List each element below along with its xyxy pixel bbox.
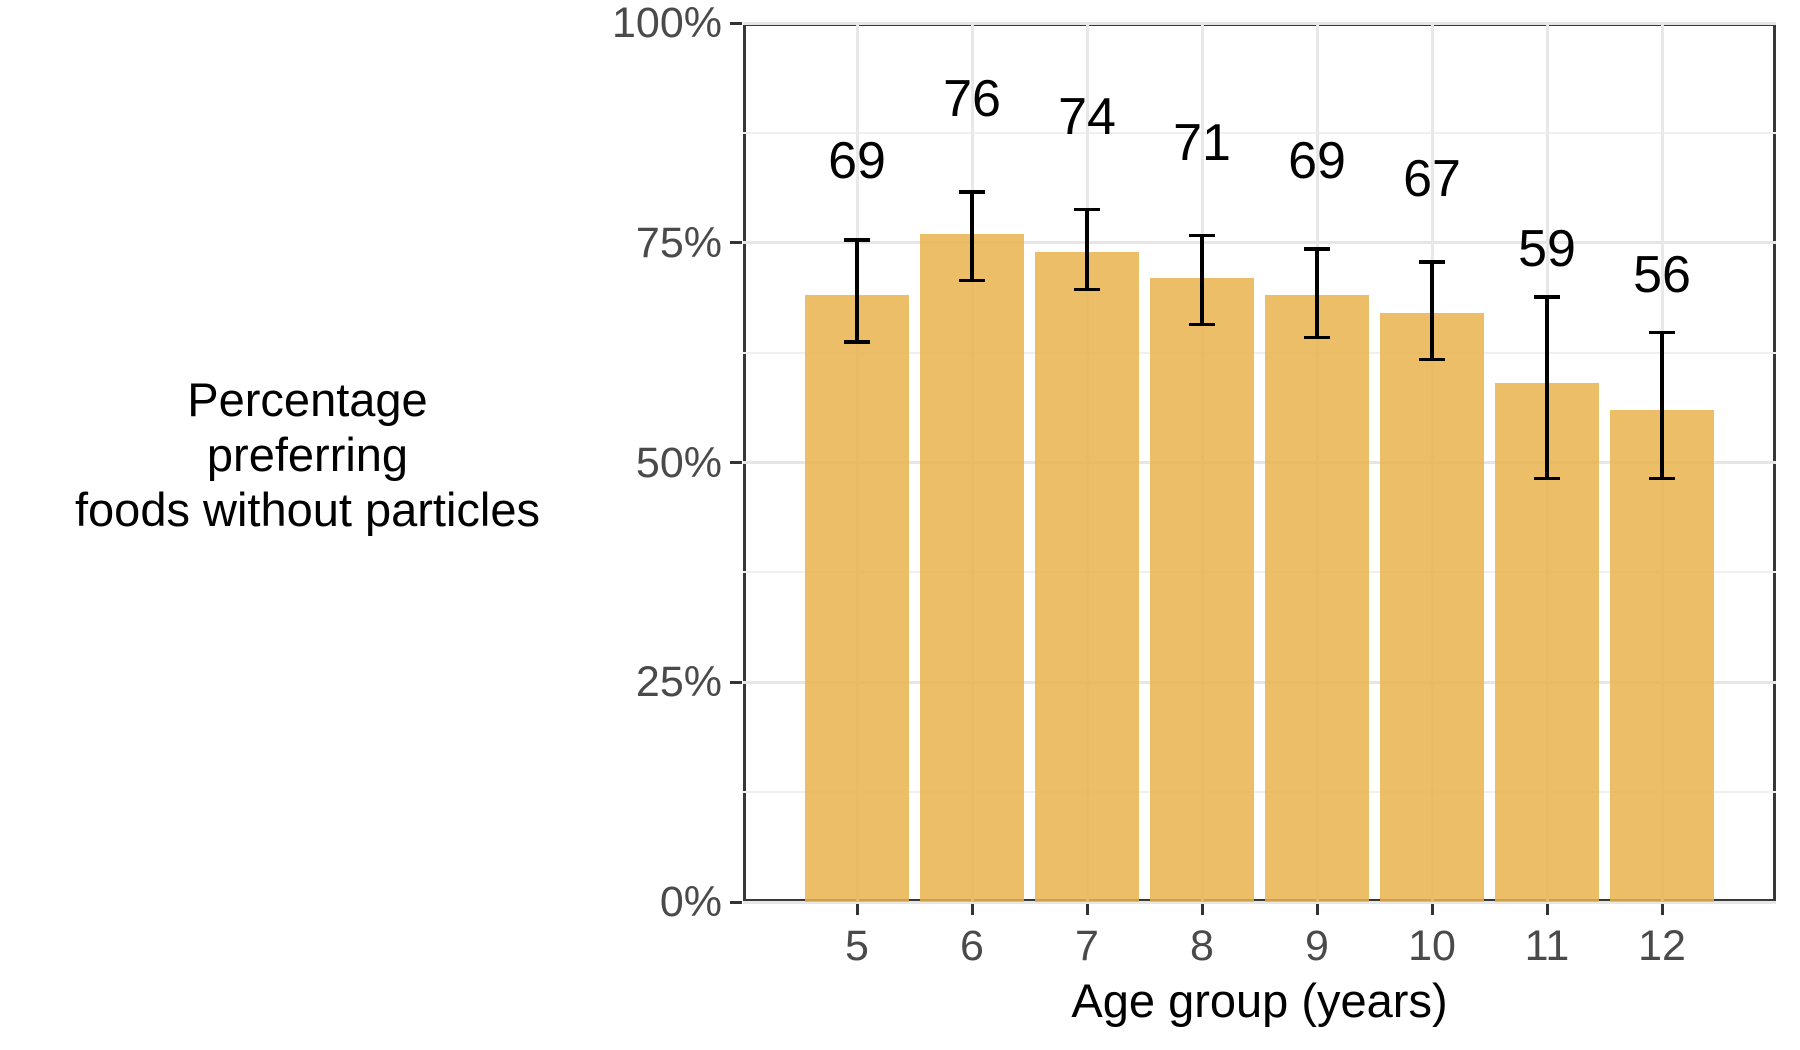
y-axis-title: Percentage preferring foods without part… <box>40 372 575 537</box>
y-axis-tick-label: 75% <box>635 218 722 267</box>
x-axis-tick-label: 6 <box>960 922 984 970</box>
error-bar-cap-bottom <box>1649 476 1675 481</box>
x-axis-tick <box>1430 903 1434 915</box>
y-axis-tick-label: 100% <box>612 0 722 47</box>
grid-line-minor-horizontal <box>743 571 1776 574</box>
grid-line-minor-horizontal <box>743 351 1776 354</box>
y-axis-tick-label: 25% <box>635 658 722 707</box>
y-axis-tick <box>730 680 742 684</box>
bar <box>1380 313 1484 902</box>
y-axis-tick-label: 0% <box>659 878 722 926</box>
grid-line-major-horizontal <box>743 900 1776 904</box>
x-axis-tick-label: 9 <box>1305 922 1329 970</box>
error-bar-line <box>1660 330 1664 481</box>
y-axis-tick <box>730 21 742 25</box>
error-bar-cap-top <box>1534 295 1560 299</box>
bar-value-label: 71 <box>1173 114 1231 173</box>
y-axis-tick <box>730 461 742 464</box>
x-axis-tick-label: 10 <box>1408 922 1456 970</box>
bar <box>1035 251 1139 902</box>
error-bar-line <box>1545 295 1549 481</box>
grid-line-minor-horizontal <box>743 791 1776 794</box>
error-bar-cap-bottom <box>959 278 985 283</box>
error-bar-cap-top <box>1189 233 1215 238</box>
bar <box>805 295 909 902</box>
x-axis-title: Age group (years) <box>1071 974 1448 1027</box>
x-axis-tick <box>1315 903 1319 915</box>
error-bar-cap-bottom <box>1534 476 1560 481</box>
x-axis-tick-label: 8 <box>1190 922 1214 970</box>
x-axis-tick-label: 12 <box>1638 922 1686 970</box>
error-bar-cap-top <box>1419 260 1445 264</box>
bar-value-label: 74 <box>1058 88 1116 147</box>
x-axis-tick <box>1200 903 1204 915</box>
bar <box>1265 295 1369 902</box>
bar <box>1610 409 1714 902</box>
error-bar-cap-bottom <box>844 340 870 344</box>
plot-area: 69 76 74 71 69 67 59 56 <box>743 21 1776 904</box>
error-bar-line <box>855 238 859 344</box>
grid-line-major-horizontal <box>743 241 1776 245</box>
y-axis-title-line-3: foods without particles <box>74 483 541 536</box>
y-axis-title-line-1: Percentage <box>187 373 428 426</box>
y-axis-tick <box>730 241 742 245</box>
bar-value-label: 69 <box>1288 132 1346 190</box>
error-bar-cap-top <box>1074 207 1100 212</box>
x-axis-tick <box>970 903 974 915</box>
bar-value-label: 69 <box>828 132 886 190</box>
bar-value-label: 76 <box>943 70 1001 129</box>
error-bar-cap-bottom <box>1074 287 1100 292</box>
error-bar-cap-top <box>844 238 870 242</box>
x-axis-tick <box>1660 903 1664 915</box>
error-bar-line <box>970 190 974 283</box>
grid-line-minor-horizontal <box>743 131 1776 134</box>
grid-line-major-horizontal <box>743 461 1776 464</box>
error-bar-cap-bottom <box>1419 357 1445 362</box>
x-axis-tick <box>1085 903 1089 915</box>
bar-value-label: 67 <box>1403 149 1461 208</box>
grid-line-major-horizontal <box>743 21 1776 25</box>
error-bar-line <box>1200 233 1204 327</box>
error-bar-cap-top <box>959 190 985 194</box>
x-axis-tick-label: 11 <box>1524 922 1570 970</box>
error-bar-cap-bottom <box>1304 335 1330 340</box>
plot-panel: 69 76 74 71 69 67 59 56 <box>743 21 1776 904</box>
error-bar-line <box>1315 247 1319 340</box>
y-axis-tick-label: 50% <box>635 438 722 487</box>
bar <box>920 233 1024 902</box>
grid-line-major-horizontal <box>743 680 1776 684</box>
error-bar-cap-top <box>1649 330 1675 335</box>
y-axis-tick <box>730 900 742 904</box>
x-axis-tick-label: 5 <box>845 922 869 970</box>
x-axis-tick-label: 7 <box>1075 922 1099 970</box>
x-axis-tick <box>1545 903 1549 915</box>
x-axis-tick <box>855 903 859 915</box>
y-axis-title-line-2: preferring <box>206 428 409 481</box>
bar-value-label: 56 <box>1633 246 1691 305</box>
error-bar-cap-bottom <box>1189 322 1215 327</box>
bar <box>1150 277 1254 902</box>
error-bar-line <box>1430 260 1434 362</box>
error-bar-line <box>1085 207 1089 292</box>
bar-value-label: 59 <box>1518 219 1576 278</box>
error-bar-cap-top <box>1304 247 1330 251</box>
